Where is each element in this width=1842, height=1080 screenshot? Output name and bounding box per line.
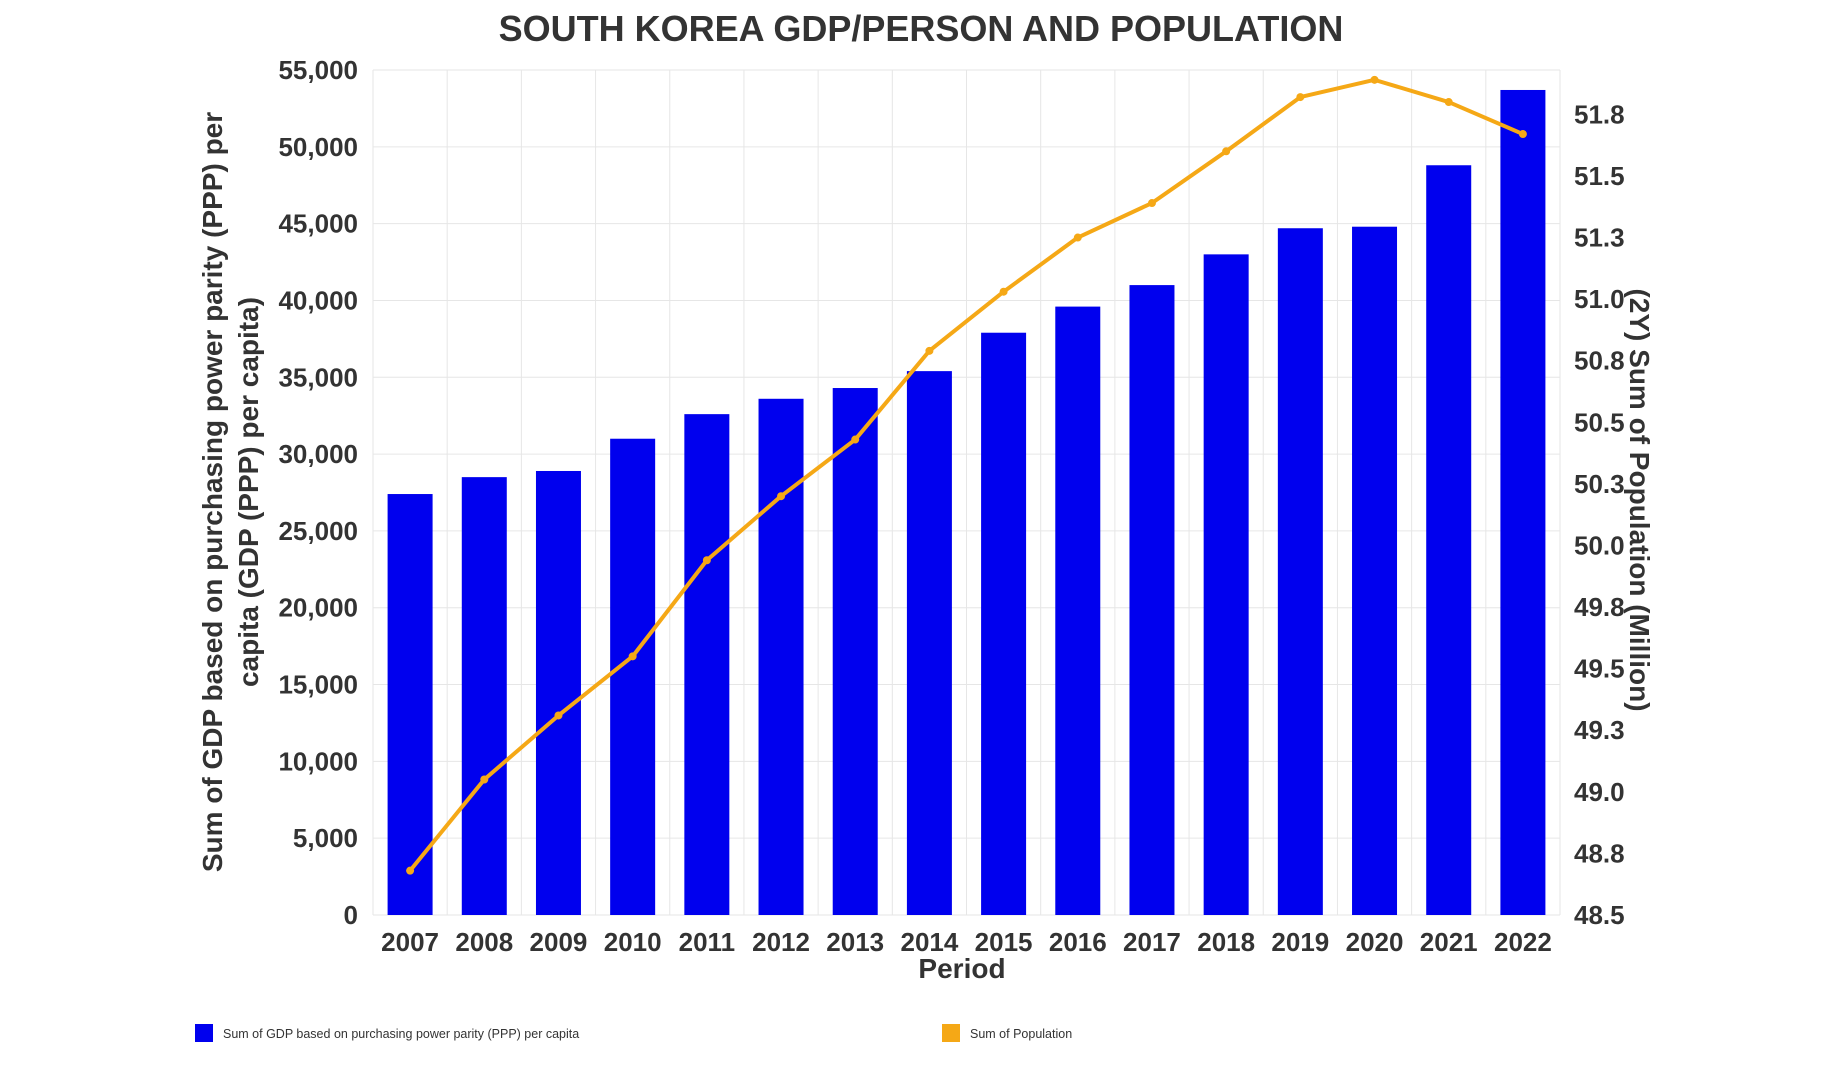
y2-tick-label: 49.8 — [1574, 592, 1625, 622]
bar — [1129, 285, 1175, 915]
population-point — [777, 492, 786, 501]
x-tick-label: 2021 — [1420, 927, 1478, 957]
x-tick-label: 2020 — [1346, 927, 1404, 957]
bar — [535, 470, 581, 915]
y2-tick-label: 49.3 — [1574, 715, 1625, 745]
population-point — [702, 556, 711, 565]
bar — [981, 332, 1027, 916]
y-tick-label: 0 — [344, 900, 358, 930]
y-tick-label: 10,000 — [278, 746, 358, 776]
legend-label-population: Sum of Population — [970, 1027, 1072, 1041]
x-tick-label: 2018 — [1197, 927, 1255, 957]
y2-tick-label: 50.5 — [1574, 407, 1625, 437]
population-point — [1370, 75, 1379, 84]
y-axis-label-line: Sum of GDP based on purchasing power par… — [197, 112, 228, 872]
y2-tick-label: 49.5 — [1574, 654, 1625, 684]
x-tick-label: 2015 — [975, 927, 1033, 957]
x-tick-label: 2014 — [900, 927, 958, 957]
population-point — [1222, 147, 1231, 156]
population-point — [1518, 130, 1527, 139]
x-tick-label: 2013 — [826, 927, 884, 957]
population-point — [1296, 93, 1305, 102]
y2-tick-label: 48.5 — [1574, 900, 1625, 930]
y-tick-label: 50,000 — [278, 132, 358, 162]
x-tick-label: 2007 — [381, 927, 439, 957]
population-line — [408, 77, 1525, 873]
x-tick-label: 2017 — [1123, 927, 1181, 957]
population-point — [406, 866, 415, 875]
y-tick-label: 35,000 — [278, 362, 358, 392]
legend-swatch-gdp — [195, 1024, 213, 1042]
population-point — [554, 711, 563, 720]
bar — [1055, 306, 1101, 916]
bar-layer — [387, 89, 1546, 916]
x-tick-label: 2022 — [1494, 927, 1552, 957]
y-tick-label: 25,000 — [278, 516, 358, 546]
bar — [906, 371, 952, 915]
population-point — [1444, 98, 1453, 107]
y2-tick-label: 50.3 — [1574, 469, 1625, 499]
legend-label-gdp: Sum of GDP based on purchasing power par… — [223, 1027, 579, 1041]
population-point — [925, 346, 934, 355]
population-point — [628, 652, 637, 661]
y-tick-label: 20,000 — [278, 593, 358, 623]
x-tick-label: 2010 — [604, 927, 662, 957]
y2-axis-label: (2Y) Sum of Population (Million) — [1624, 288, 1655, 711]
y2-tick-label: 51.0 — [1574, 284, 1625, 314]
x-tick-label: 2012 — [752, 927, 810, 957]
chart-title: SOUTH KOREA GDP/PERSON AND POPULATION — [499, 8, 1344, 49]
legend: Sum of GDP based on purchasing power par… — [195, 1024, 1072, 1042]
legend-swatch-population — [942, 1024, 960, 1042]
x-tick-label: 2016 — [1049, 927, 1107, 957]
y2-tick-label: 51.8 — [1574, 99, 1625, 129]
x-axis-label: Period — [918, 953, 1005, 984]
y-tick-label: 55,000 — [278, 55, 358, 85]
y-tick-label: 5,000 — [293, 823, 358, 853]
population-point — [999, 287, 1008, 296]
bar — [1500, 89, 1546, 916]
tick-layer: 0 5,000 10,000 15,000 20,000 25,000 30,000 35,0… — [278, 55, 1624, 957]
bar — [1277, 228, 1323, 915]
population-point — [1073, 233, 1082, 242]
population-point — [1147, 199, 1156, 208]
bar — [1426, 165, 1472, 916]
y2-tick-label: 48.8 — [1574, 838, 1625, 868]
x-tick-label: 2011 — [679, 927, 735, 957]
bar — [1203, 254, 1249, 915]
bar — [461, 477, 507, 915]
x-tick-label: 2009 — [530, 927, 588, 957]
bar — [758, 398, 804, 915]
bar — [684, 414, 730, 915]
y2-tick-label: 50.0 — [1574, 530, 1625, 560]
line-layer — [406, 75, 1527, 875]
y-tick-label: 15,000 — [278, 670, 358, 700]
population-point — [480, 775, 489, 784]
y2-tick-label: 51.5 — [1574, 161, 1625, 191]
y-axis-label: Sum of GDP based on purchasing power par… — [197, 112, 264, 872]
y-tick-label: 30,000 — [278, 439, 358, 469]
y2-tick-label: 49.0 — [1574, 777, 1625, 807]
bar — [387, 494, 433, 915]
x-tick-label: 2008 — [455, 927, 513, 957]
y2-tick-label: 50.8 — [1574, 346, 1625, 376]
population-point — [851, 435, 860, 444]
y-tick-label: 40,000 — [278, 285, 358, 315]
y-tick-label: 45,000 — [278, 209, 358, 239]
x-tick-label: 2019 — [1271, 927, 1329, 957]
bar — [610, 438, 656, 915]
y2-tick-label: 51.3 — [1574, 223, 1625, 253]
y-axis-label-line: capita (GDP (PPP) per capita) — [233, 297, 264, 687]
bar — [1352, 226, 1398, 915]
bar — [832, 388, 878, 915]
